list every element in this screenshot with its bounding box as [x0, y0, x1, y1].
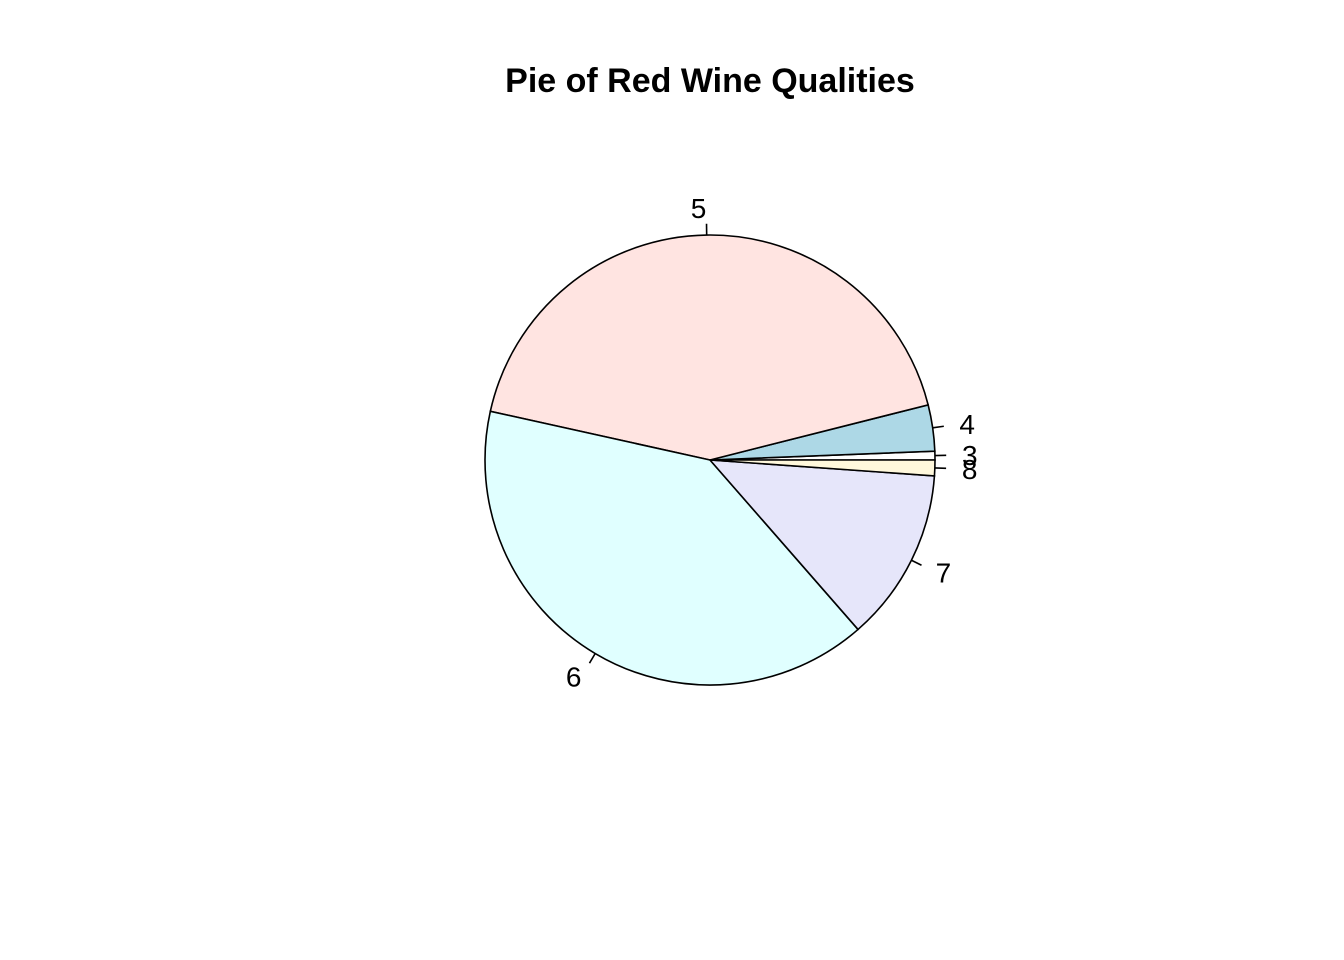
slice-label-6: 6	[566, 662, 582, 693]
label-tick-7	[911, 559, 922, 566]
label-ticks-layer	[588, 223, 947, 664]
slice-labels-layer: 34 5 6 7 8	[566, 193, 978, 693]
pie-slice-7	[708, 459, 936, 631]
slice-label-8: 8	[962, 454, 978, 485]
slice-label-7: 7	[936, 557, 952, 588]
slice-label-4: 4	[959, 409, 975, 440]
label-tick-4	[932, 425, 944, 429]
label-tick-6	[588, 653, 596, 664]
slice-label-5: 5	[691, 193, 707, 224]
pie-slice-6	[484, 410, 860, 686]
chart-title: Pie of Red Wine Qualities	[505, 62, 915, 100]
pie-slice-5	[489, 234, 930, 461]
slice-label-3: 3	[962, 440, 978, 471]
slices-layer	[484, 234, 936, 686]
